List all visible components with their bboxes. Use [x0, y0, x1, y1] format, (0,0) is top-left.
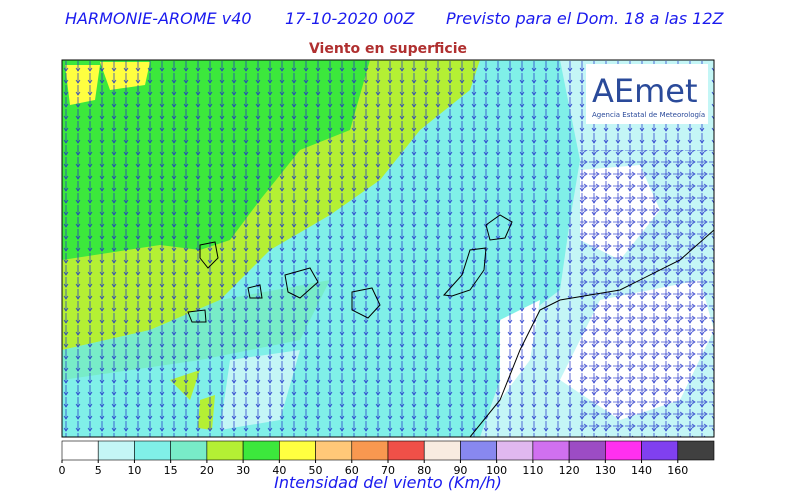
model-title: HARMONIE-AROME v40: [65, 9, 252, 28]
colorbar-segment: [315, 440, 353, 461]
colorbar-tick-label: 140: [631, 464, 652, 477]
colorbar-tick-label: 30: [236, 464, 250, 477]
colorbar-segment: [206, 440, 244, 461]
colorbar-tick-label: 15: [164, 464, 178, 477]
colorbar: 0 5 10 15 20 30 40 50 60 70 80 90 100 110 120 130 140 160: [59, 440, 715, 477]
colorbar-tick-label: 70: [381, 464, 395, 477]
colorbar-segment: [279, 440, 316, 461]
logo-name: AEmet: [592, 72, 698, 110]
colorbar-tick-label: 50: [309, 464, 323, 477]
colorbar-segment: [605, 440, 642, 461]
colorbar-tick-label: 5: [95, 464, 102, 477]
colorbar-tick-label: 90: [453, 464, 467, 477]
run-time: 17-10-2020 00Z: [285, 9, 415, 28]
colorbar-tick-label: 60: [345, 464, 359, 477]
map-frame: [61, 59, 715, 438]
colorbar-tick-label: 160: [667, 464, 688, 477]
subtitle: Viento en superficie: [309, 41, 467, 57]
colorbar-label: Intensidad del viento (Km/h): [274, 473, 502, 492]
colorbar-segment: [134, 440, 171, 461]
colorbar-segment: [496, 440, 534, 461]
colorbar-segment: [641, 440, 679, 461]
colorbar-segment: [532, 440, 570, 461]
colorbar-tick-label: 10: [127, 464, 141, 477]
colorbar-tick-label: 130: [595, 464, 616, 477]
colorbar-segment: [677, 440, 715, 461]
colorbar-tick-label: 80: [417, 464, 431, 477]
colorbar-tick-label: 120: [559, 464, 580, 477]
colorbar-tick-label: 0: [59, 464, 66, 477]
colorbar-segment: [387, 440, 425, 461]
colorbar-segment: [568, 440, 606, 461]
logo-tagline: Agencia Estatal de Meteorología: [592, 111, 705, 119]
colorbar-tick-label: 110: [522, 464, 543, 477]
colorbar-segment: [423, 440, 461, 461]
colorbar-segment: [97, 440, 135, 461]
colorbar-segment: [460, 440, 497, 461]
colorbar-tick-label: 100: [486, 464, 507, 477]
colorbar-segment: [61, 440, 99, 461]
colorbar-segment: [351, 440, 389, 461]
logo: AEmet Agencia Estatal de Meteorología: [586, 64, 708, 124]
forecast-time: Previsto para el Dom. 18 a las 12Z: [446, 9, 725, 28]
colorbar-tick-label: 20: [200, 464, 214, 477]
colorbar-segment: [242, 440, 280, 461]
colorbar-segment: [170, 440, 208, 461]
colorbar-tick-label: 40: [272, 464, 286, 477]
